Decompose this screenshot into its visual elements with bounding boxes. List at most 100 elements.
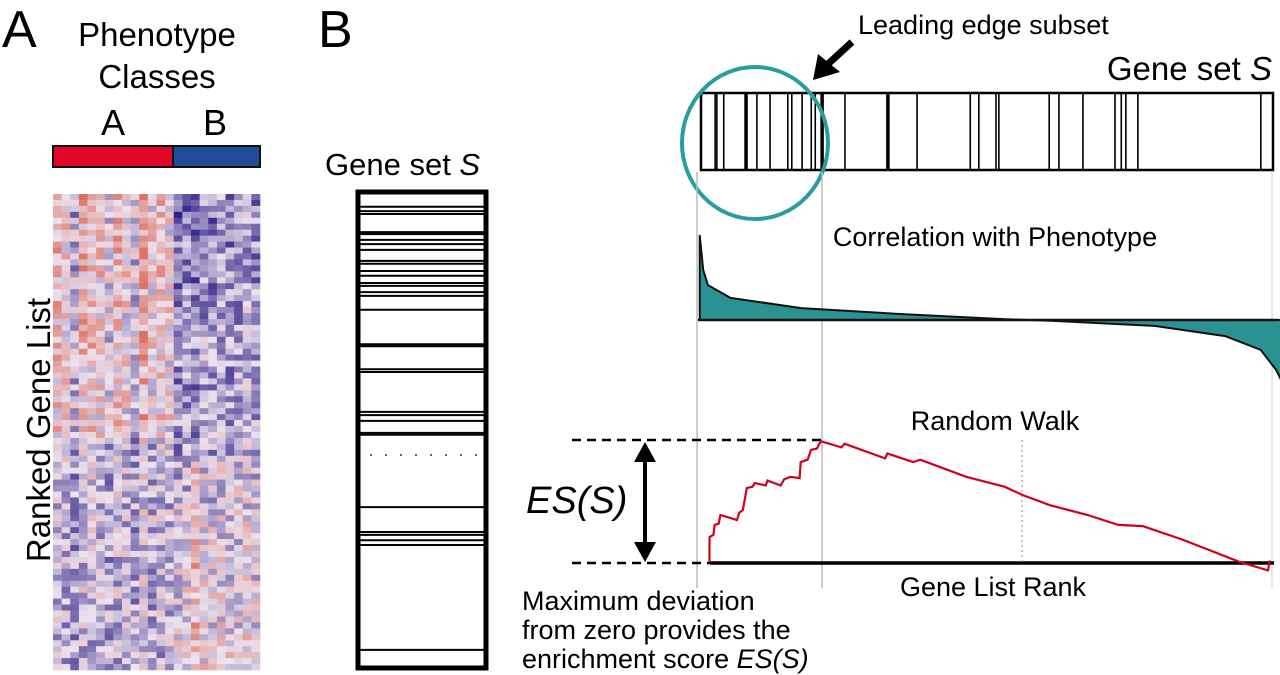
heatmap-cell: [113, 539, 123, 546]
heatmap-cell: [165, 443, 175, 451]
heatmap-cell: [242, 628, 252, 635]
heatmap-cell: [156, 467, 166, 474]
heatmap-cell: [78, 414, 88, 421]
heatmap-cell: [104, 539, 114, 546]
heatmap-cell: [173, 354, 183, 361]
heatmap-cell: [156, 539, 166, 546]
heatmap-cell: [147, 259, 157, 266]
heatmap-cell: [208, 527, 218, 534]
heatmap-cell: [122, 503, 131, 510]
heatmap-cell: [53, 527, 62, 534]
heatmap-cell: [96, 366, 106, 373]
heatmap-cell: [191, 301, 200, 308]
heatmap-cell: [216, 205, 226, 213]
heatmap-cell: [173, 205, 183, 213]
heatmap-cell: [165, 426, 175, 433]
heatmap-cell: [96, 253, 106, 260]
heatmap-cell: [182, 491, 192, 498]
heatmap-cell: [139, 545, 149, 552]
heatmap-cell: [191, 449, 200, 457]
heatmap-cell: [208, 449, 218, 457]
heatmap-cell: [113, 449, 123, 457]
heatmap-cell: [53, 610, 62, 617]
heatmap-cell: [156, 628, 166, 635]
heatmap-cell: [147, 199, 157, 207]
heatmap-cell: [61, 562, 71, 570]
heatmap-cell: [216, 271, 226, 278]
heatmap-cell: [156, 307, 166, 314]
heatmap-cell: [208, 664, 218, 671]
heatmap-cell: [78, 247, 88, 254]
heatmap-cell: [139, 521, 149, 528]
heatmap-cell: [225, 253, 235, 260]
heatmap-cell: [199, 664, 209, 671]
heatmap-cell: [139, 211, 149, 219]
heatmap-cell: [130, 247, 140, 254]
heatmap-cell: [216, 211, 226, 219]
heatmap-cell: [251, 664, 261, 671]
heatmap-cell: [113, 455, 123, 463]
heatmap-cell: [225, 461, 235, 468]
heatmap-cell: [234, 551, 244, 558]
heatmap-cell: [78, 199, 88, 207]
heatmap-cell: [53, 562, 62, 570]
heatmap-cell: [191, 265, 200, 272]
heatmap-cell: [165, 342, 175, 349]
heatmap-cell: [130, 307, 140, 314]
heatmap-cell: [165, 556, 175, 564]
heatmap-cell: [216, 402, 226, 409]
heatmap-cell: [191, 539, 200, 546]
heatmap-cell: [165, 313, 175, 320]
heatmap-cell: [242, 378, 252, 385]
heatmap-cell: [225, 420, 235, 427]
heatmap-cell: [234, 348, 244, 355]
heatmap-cell: [191, 437, 200, 445]
heatmap-cell: [208, 533, 218, 540]
heatmap-cell: [53, 283, 62, 290]
heatmap-cell: [78, 259, 88, 266]
heatmap-cell: [165, 598, 175, 605]
heatmap-cell: [122, 455, 131, 463]
heatmap-cell: [242, 241, 252, 248]
heatmap-cell: [130, 324, 140, 332]
heatmap-cell: [251, 509, 261, 516]
heatmap-cell: [234, 580, 244, 587]
heatmap-cell: [104, 253, 114, 260]
heatmap-cell: [104, 562, 114, 570]
heatmap-cell: [165, 658, 175, 665]
heatmap-cell: [242, 622, 252, 629]
heatmap-cell: [225, 289, 235, 296]
heatmap-cell: [104, 521, 114, 528]
heatmap-cell: [208, 467, 218, 474]
heatmap-cell: [139, 664, 149, 671]
heatmap-cell: [182, 568, 192, 576]
heatmap-cell: [53, 628, 62, 635]
heatmap-cell: [234, 211, 244, 219]
heatmap-cell: [139, 586, 149, 593]
heatmap-cell: [208, 509, 218, 516]
heatmap-cell: [113, 652, 123, 659]
heatmap-cell: [61, 348, 71, 355]
heatmap-cell: [96, 586, 106, 593]
ranked-gene-list-label: Ranked Gene List: [20, 298, 57, 562]
heatmap-cell: [208, 521, 218, 528]
heatmap-cell: [87, 485, 97, 492]
heatmap-cell: [139, 473, 149, 480]
heatmap-cell: [173, 318, 183, 326]
heatmap-cell: [53, 640, 62, 647]
heatmap-cell: [104, 509, 114, 516]
heatmap-cell: [242, 455, 252, 463]
heatmap-cell: [130, 610, 140, 617]
heatmap-cell: [147, 318, 157, 326]
heatmap-cell: [113, 348, 123, 355]
heatmap-cell: [130, 616, 140, 623]
heatmap-cell: [53, 384, 62, 391]
heatmap-cell: [61, 366, 71, 373]
heatmap-cell: [251, 443, 261, 451]
heatmap-cell: [251, 634, 261, 641]
heatmap-cell: [113, 318, 123, 326]
heatmap-cell: [199, 396, 209, 403]
heatmap-cell: [53, 509, 62, 516]
heatmap-cell: [182, 414, 192, 421]
heatmap-cell: [165, 562, 175, 570]
